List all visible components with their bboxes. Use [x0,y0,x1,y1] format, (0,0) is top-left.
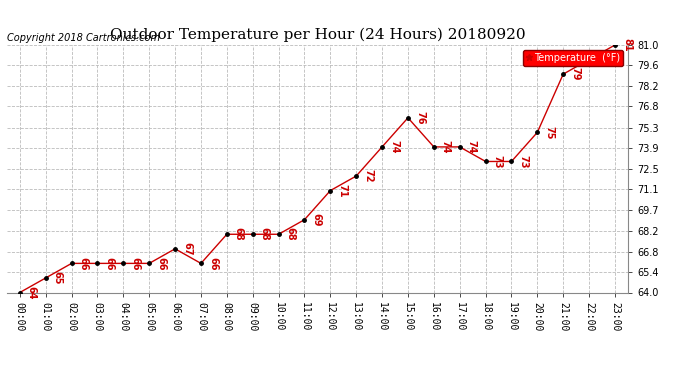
Text: 80: 80 [596,53,606,66]
Legend: Temperature  (°F): Temperature (°F) [523,50,623,66]
Text: 74: 74 [466,140,477,154]
Text: 72: 72 [363,169,373,183]
Text: 66: 66 [79,256,88,270]
Text: 67: 67 [182,242,192,256]
Text: 66: 66 [104,256,115,270]
Text: 73: 73 [518,155,529,168]
Text: 81: 81 [622,38,632,52]
Text: 66: 66 [130,256,140,270]
Text: 68: 68 [259,228,270,241]
Text: 79: 79 [570,68,580,81]
Title: Outdoor Temperature per Hour (24 Hours) 20180920: Outdoor Temperature per Hour (24 Hours) … [110,28,525,42]
Text: 64: 64 [27,286,37,299]
Text: 66: 66 [156,256,166,270]
Text: 74: 74 [441,140,451,154]
Text: 75: 75 [544,126,554,139]
Text: 74: 74 [389,140,399,154]
Text: 66: 66 [208,256,218,270]
Text: Copyright 2018 Cartronics.com: Copyright 2018 Cartronics.com [7,33,160,42]
Text: 69: 69 [311,213,322,226]
Text: 76: 76 [415,111,425,125]
Text: 68: 68 [286,228,295,241]
Text: 68: 68 [234,228,244,241]
Text: 65: 65 [52,271,63,285]
Text: 73: 73 [493,155,502,168]
Text: 71: 71 [337,184,347,197]
